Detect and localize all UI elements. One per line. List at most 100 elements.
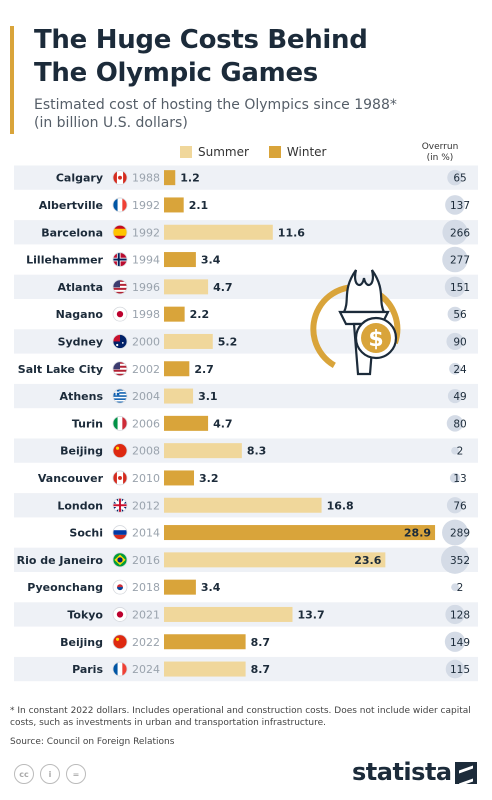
city-label: Salt Lake City [18, 363, 103, 376]
chart-row: Calgary 1988 1.2 65 [14, 165, 478, 190]
row-background [14, 383, 478, 409]
dollar-coin-face [361, 323, 391, 353]
chart-row: Nagano 1998 2.2 56 [56, 306, 467, 322]
overrun-value: 277 [450, 255, 470, 267]
attribution-icon: i [40, 764, 60, 784]
overrun-value: 137 [450, 200, 470, 212]
flag-norway-icon [113, 252, 127, 267]
overrun-bubble [447, 169, 463, 186]
chart-row: Vancouver 2010 3.2 13 [38, 470, 467, 486]
chart-row: Lillehammer 1994 3.4 277 [26, 246, 470, 273]
year-label: 1992 [132, 199, 160, 212]
row-background [14, 329, 478, 354]
flag-band [113, 662, 118, 677]
chart-row: Tokyo 2021 13.7 128 [14, 602, 478, 627]
flag-star [121, 342, 124, 344]
bar-value-label: 8.7 [251, 636, 271, 649]
cc-icon: cc [14, 764, 34, 784]
flag-band [113, 416, 118, 431]
flag-usa-icon [113, 279, 127, 294]
flag-leaf [118, 175, 122, 180]
overrun-value: 128 [450, 609, 470, 621]
chart-row: Albertville 1992 2.1 137 [39, 195, 470, 215]
bar-summer [164, 443, 242, 459]
overrun-value: 266 [450, 227, 470, 239]
torch-flame [342, 269, 386, 314]
city-label: Pyeonchang [27, 581, 103, 594]
legend-swatch-summer [180, 146, 192, 158]
city-label: Calgary [56, 172, 103, 185]
city-label: Sochi [69, 527, 103, 540]
bar-summer [164, 388, 194, 404]
bar-value-label: 8.3 [247, 445, 266, 458]
bar-value-label: 2.2 [190, 308, 210, 321]
chart-row: Sydney 2000 5.2 90 [14, 329, 478, 354]
flag-band [122, 416, 127, 431]
bar-value-label: 5.2 [218, 335, 238, 348]
flag-band [113, 534, 127, 540]
flag-outline [112, 334, 128, 349]
chart-subtitle-line-2: (in billion U.S. dollars) [34, 115, 188, 131]
flag-band [123, 470, 127, 485]
flag-union [113, 334, 120, 342]
chart-row: Beijing 2008 8.3 2 [14, 438, 478, 463]
overrun-bubble [445, 604, 465, 625]
city-label: Sydney [58, 335, 103, 348]
flag-band [117, 416, 123, 431]
flag-band [113, 525, 127, 531]
overrun-value: 56 [453, 309, 467, 321]
overrun-bubble [442, 219, 468, 245]
flag-uk-icon [113, 498, 127, 513]
overrun-value: 352 [450, 555, 470, 567]
flag-stripe [113, 373, 127, 376]
chart-subtitle-line-1: Estimated cost of hosting the Olympics s… [34, 97, 397, 113]
city-label: Lillehammer [26, 254, 103, 267]
license-icons: cc i = [14, 764, 86, 784]
flag-outline [112, 607, 128, 622]
bar-summer [164, 661, 246, 677]
overrun-bubble [446, 415, 464, 432]
flag-outline [112, 361, 128, 377]
flag-sun [116, 311, 124, 318]
flag-stripe [113, 401, 127, 404]
flag-stripe [113, 369, 127, 372]
legend-item-winter: Winter [268, 145, 326, 159]
flag-outline [112, 552, 128, 568]
flag-canton [113, 361, 120, 370]
year-label: 2024 [132, 663, 160, 676]
chart-row: Pyeonchang 2018 3.4 2 [27, 579, 463, 595]
bar-value-label: 11.6 [278, 226, 305, 239]
overrun-header-line-2: (in %) [426, 153, 454, 163]
flag-outline [112, 197, 128, 213]
bar-winter [164, 197, 184, 213]
chart-row: Turin 2006 4.7 80 [72, 415, 467, 432]
bar-value-label: 16.8 [327, 499, 354, 512]
city-label: Tokyo [67, 608, 103, 621]
flag-stripe [113, 389, 127, 391]
overrun-value: 13 [453, 473, 466, 485]
bar-summer [164, 333, 213, 349]
flag-band [117, 197, 123, 212]
row-background [14, 165, 478, 190]
overrun-bubble [442, 519, 468, 546]
chart-row: Barcelona 1992 11.6 266 [14, 219, 478, 245]
flag-outline [112, 443, 128, 459]
bar-chart: Calgary 1988 1.2 65 Albertville 1992 2.1 137 Bar… [14, 165, 478, 682]
chart-row: Beijing 2022 8.7 149 [60, 631, 470, 652]
overrun-bubble [446, 497, 464, 514]
footnote: * In constant 2022 dollars. Includes ope… [10, 706, 471, 728]
chart-row: Sochi 2014 28.9 289 [69, 519, 470, 546]
flag-outline [112, 661, 128, 677]
overrun-value: 49 [453, 391, 466, 403]
overrun-bubble [446, 332, 464, 351]
flag-italy-icon [113, 416, 127, 431]
flag-stripe [113, 398, 127, 400]
flag-globe [117, 557, 123, 563]
overrun-bubble [451, 446, 459, 455]
city-label: Atlanta [58, 281, 103, 294]
flag-brazil-icon [113, 552, 127, 567]
city-label: Paris [72, 663, 103, 676]
bar-summer [164, 224, 273, 240]
flag-stripe [113, 291, 127, 294]
overrun-bubble [445, 195, 465, 215]
